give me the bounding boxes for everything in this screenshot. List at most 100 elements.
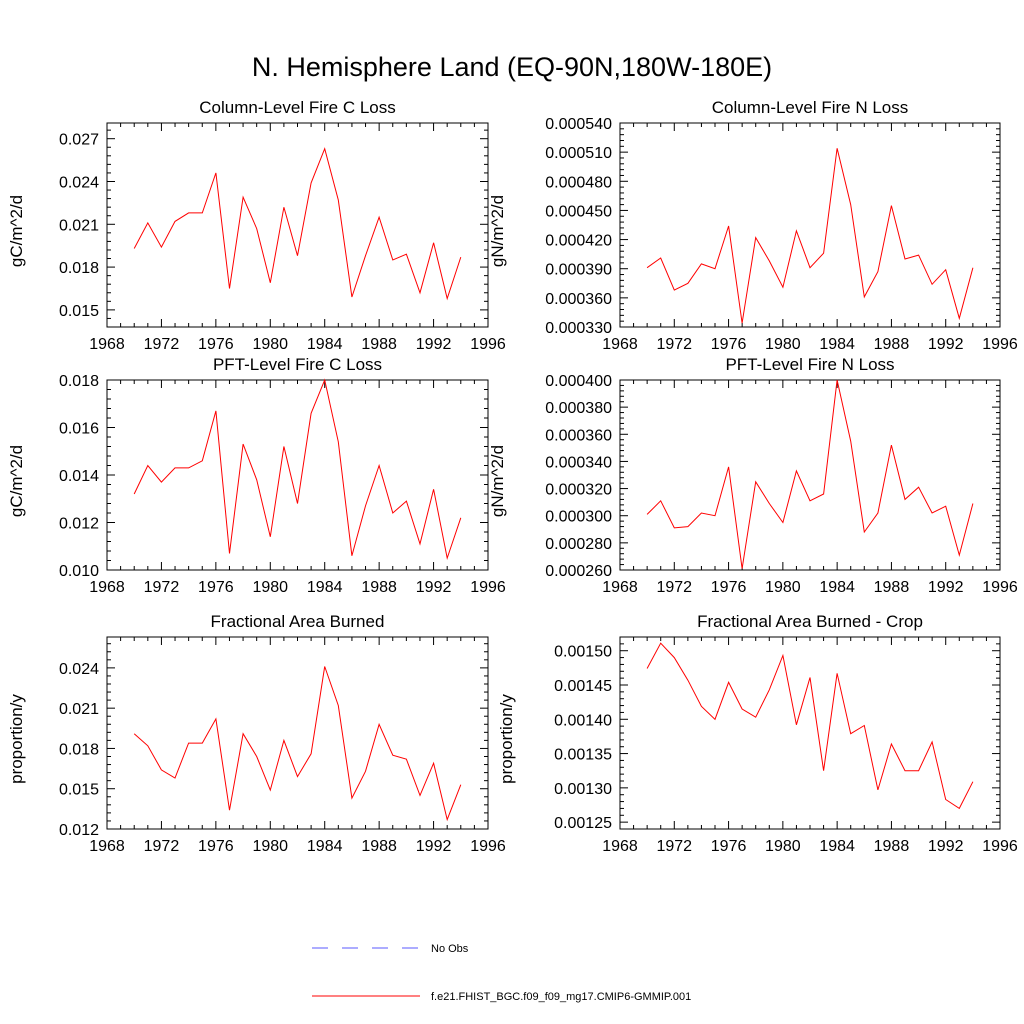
x-tick-label: 1980 — [252, 838, 288, 855]
x-tick-label: 1968 — [89, 579, 125, 596]
y-tick-label: 0.024 — [59, 174, 99, 191]
series-line — [646, 148, 974, 324]
x-tick-label: 1976 — [198, 336, 234, 353]
y-tick-label: 0.018 — [59, 260, 99, 277]
x-tick-label: 1984 — [307, 838, 343, 855]
x-tick-label: 1980 — [765, 838, 801, 855]
x-tick-label: 1976 — [711, 579, 747, 596]
legend: No Obs f.e21.FHIST_BGC.f09_f09_mg17.CMIP… — [312, 943, 691, 1003]
y-tick-label: 0.00140 — [554, 712, 612, 729]
series-line — [133, 666, 462, 822]
y-tick-label: 0.000540 — [545, 116, 612, 133]
y-tick-label: 0.014 — [59, 468, 99, 485]
x-tick-label: 1980 — [252, 336, 288, 353]
y-tick-label: 0.000320 — [545, 482, 612, 499]
y-tick-label: 0.021 — [59, 217, 99, 234]
y-tick-label: 0.000510 — [545, 145, 612, 162]
x-tick-label: 1972 — [144, 838, 180, 855]
x-tick-label: 1976 — [711, 838, 747, 855]
panel-title: Fractional Area Burned - Crop — [697, 612, 923, 631]
panel-title: PFT-Level Fire N Loss — [725, 355, 894, 374]
x-tick-label: 1976 — [711, 336, 747, 353]
x-tick-label: 1984 — [307, 579, 343, 596]
panel-6: Fractional Area Burned - Crop proportion/… — [497, 612, 1018, 855]
y-axis-label: gC/m^2/d — [7, 195, 26, 267]
y-tick-label: 0.000480 — [545, 174, 612, 191]
y-tick-label: 0.015 — [59, 303, 99, 320]
plot-frame — [106, 122, 489, 328]
y-tick-label: 0.000260 — [545, 563, 612, 580]
series-line — [646, 642, 974, 810]
plot-frame — [106, 636, 489, 830]
legend-model-label: f.e21.FHIST_BGC.f09_f09_mg17.CMIP6-GMMIP… — [431, 991, 691, 1003]
x-tick-label: 1988 — [874, 838, 910, 855]
y-tick-label: 0.00135 — [554, 747, 612, 764]
plot-frame — [619, 379, 1001, 571]
x-tick-label: 1972 — [656, 579, 692, 596]
x-tick-label: 1968 — [89, 838, 125, 855]
panel-3: PFT-Level Fire C Loss gC/m^2/d 1968 1972 197… — [7, 355, 506, 596]
x-tick-label: 1972 — [144, 579, 180, 596]
y-tick-label: 0.010 — [59, 563, 99, 580]
x-tick-label: 1984 — [819, 579, 855, 596]
plot-frame — [619, 636, 1001, 830]
series-line — [646, 379, 974, 569]
y-tick-label: 0.012 — [59, 822, 99, 839]
x-tick-label: 1984 — [819, 838, 855, 855]
x-tick-label: 1980 — [252, 579, 288, 596]
panel-2: Column-Level Fire N Loss gN/m^2/d 1968 1972… — [488, 98, 1018, 353]
x-tick-label: 1992 — [416, 336, 452, 353]
y-tick-label: 0.018 — [59, 373, 99, 390]
x-tick-label: 1988 — [361, 838, 397, 855]
x-tick-label: 1968 — [602, 838, 638, 855]
x-tick-label: 1996 — [470, 838, 506, 855]
x-tick-label: 1996 — [982, 579, 1018, 596]
panel-title: Column-Level Fire C Loss — [199, 98, 396, 117]
y-tick-label: 0.015 — [59, 782, 99, 799]
x-tick-label: 1972 — [656, 336, 692, 353]
y-tick-label: 0.000300 — [545, 509, 612, 526]
y-axis-label: proportion/y — [7, 694, 26, 784]
y-tick-label: 0.027 — [59, 132, 99, 149]
y-tick-label: 0.000390 — [545, 262, 612, 279]
y-axis-label: gN/m^2/d — [488, 445, 507, 517]
x-tick-label: 1992 — [416, 838, 452, 855]
y-tick-label: 0.000400 — [545, 373, 612, 390]
x-tick-label: 1968 — [602, 336, 638, 353]
plot-frame — [619, 122, 1001, 328]
x-tick-label: 1976 — [198, 579, 234, 596]
x-tick-label: 1968 — [602, 579, 638, 596]
x-tick-label: 1984 — [307, 336, 343, 353]
x-tick-label: 1992 — [928, 336, 964, 353]
figure-title: N. Hemisphere Land (EQ-90N,180W-180E) — [252, 52, 772, 82]
y-tick-label: 0.00150 — [554, 644, 612, 661]
x-tick-label: 1976 — [198, 838, 234, 855]
y-axis-label: gN/m^2/d — [488, 195, 507, 267]
x-tick-label: 1988 — [874, 579, 910, 596]
x-tick-label: 1996 — [470, 336, 506, 353]
x-tick-label: 1992 — [416, 579, 452, 596]
series-line — [133, 147, 462, 301]
panel-title: Column-Level Fire N Loss — [712, 98, 909, 117]
y-tick-label: 0.000280 — [545, 536, 612, 553]
y-tick-label: 0.021 — [59, 701, 99, 718]
y-tick-label: 0.000420 — [545, 233, 612, 250]
x-tick-label: 1968 — [89, 336, 125, 353]
x-tick-label: 1996 — [982, 838, 1018, 855]
y-axis-label: proportion/y — [497, 694, 516, 784]
y-tick-label: 0.00130 — [554, 781, 612, 798]
panel-title: Fractional Area Burned — [211, 612, 385, 631]
y-tick-label: 0.000450 — [545, 203, 612, 220]
y-tick-label: 0.000360 — [545, 291, 612, 308]
series-line — [133, 378, 462, 561]
y-tick-label: 0.000360 — [545, 427, 612, 444]
panel-1: Column-Level Fire C Loss gC/m^2/d 1968 1972… — [7, 98, 506, 353]
panel-5: Fractional Area Burned proportion/y 1968 19… — [7, 612, 506, 855]
y-axis-label: gC/m^2/d — [7, 445, 26, 517]
panel-4: PFT-Level Fire N Loss gN/m^2/d 1968 1972 197… — [488, 355, 1018, 596]
y-tick-label: 0.018 — [59, 741, 99, 758]
x-tick-label: 1988 — [874, 336, 910, 353]
y-tick-label: 0.024 — [59, 661, 99, 678]
x-tick-label: 1984 — [819, 336, 855, 353]
